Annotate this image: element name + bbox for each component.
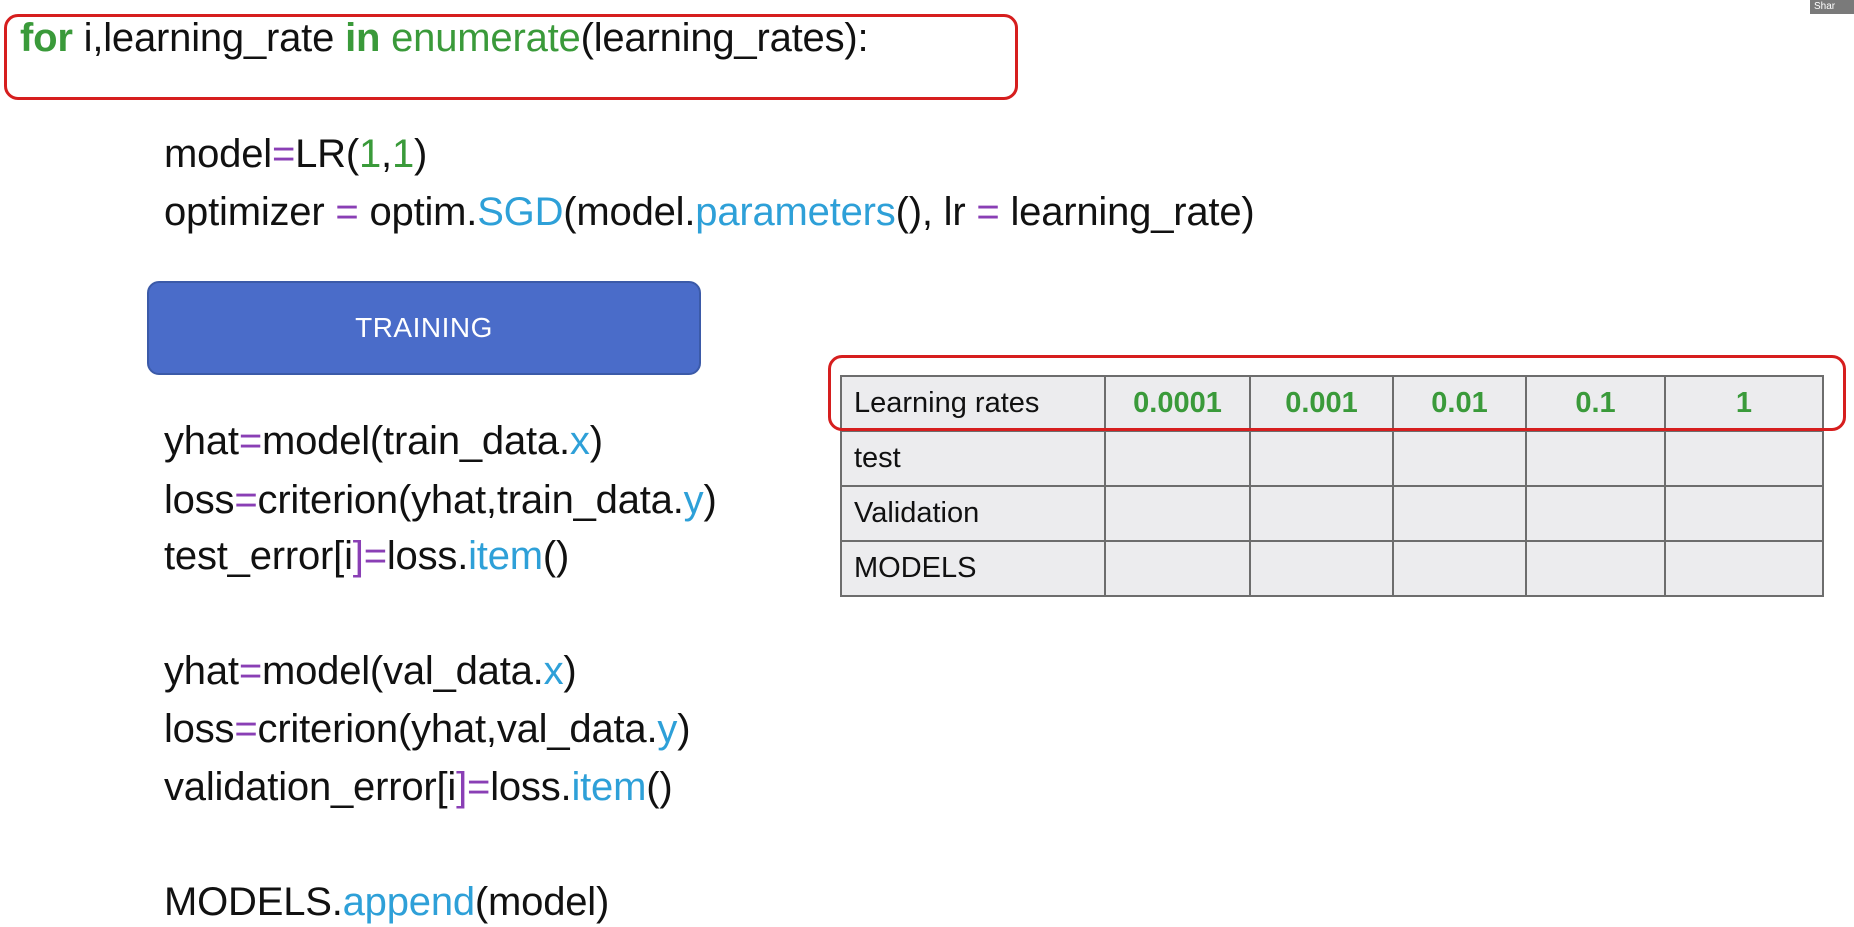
code-operator: =: [976, 190, 1000, 234]
code-line-val-loss: loss=criterion(yhat,val_data.y): [164, 705, 691, 753]
keyword-in: in: [345, 16, 381, 60]
code-operator: ]: [456, 765, 468, 809]
table-cell: [1392, 430, 1527, 487]
code-token: ): [414, 132, 428, 176]
training-label: TRAINING: [355, 312, 493, 343]
learning-rate-table: Learning rates 0.0001 0.001 0.01 0.1 1 t…: [840, 375, 1824, 597]
code-token: ): [703, 478, 717, 522]
code-token: (): [646, 765, 673, 809]
code-attribute: append: [342, 880, 475, 924]
table-cell: [1249, 485, 1394, 542]
code-token: loss: [164, 478, 235, 522]
code-line-train-yhat: yhat=model(train_data.x): [164, 417, 603, 465]
code-attribute: y: [683, 478, 704, 522]
code-number: 1: [358, 132, 382, 176]
code-token: loss: [164, 707, 235, 751]
function-enumerate: enumerate: [391, 16, 581, 60]
rate-cell: 0.1: [1525, 375, 1666, 432]
row-label: MODELS: [840, 540, 1106, 597]
code-token: yhat: [164, 649, 239, 693]
code-token: loss.: [490, 765, 572, 809]
share-label: Shar: [1814, 1, 1836, 12]
code-token: LR(: [295, 132, 359, 176]
table-row: Validation: [840, 485, 1824, 542]
code-operator: =: [363, 534, 387, 578]
code-token: ): [563, 649, 577, 693]
code-operator: =: [234, 478, 258, 522]
code-attribute: SGD: [477, 190, 564, 234]
code-token: model(train_data.: [261, 419, 570, 463]
table-cell: [1664, 485, 1824, 542]
table-cell: [1104, 430, 1251, 487]
code-operator: =: [335, 190, 359, 234]
table-cell: [1525, 485, 1666, 542]
row-label: test: [840, 430, 1106, 487]
code-token: optimizer: [164, 190, 336, 234]
code-line-model: model=LR(1,1): [164, 130, 427, 178]
code-token: model(val_data.: [261, 649, 544, 693]
code-token: (learning_rates):: [580, 16, 869, 60]
code-attribute: y: [657, 707, 678, 751]
code-operator: ]: [352, 534, 364, 578]
code-token: test_error[i: [164, 534, 353, 578]
training-block: TRAINING: [147, 281, 701, 375]
rate-cell: 0.01: [1392, 375, 1527, 432]
table-row: test: [840, 430, 1824, 487]
code-number: 1: [391, 132, 414, 176]
code-token: MODELS.: [164, 880, 343, 924]
code-token: yhat: [164, 419, 239, 463]
code-operator: =: [271, 132, 296, 176]
rates-row-highlight: [828, 355, 1846, 431]
table-cell: [1392, 540, 1527, 597]
code-token: criterion(yhat,train_data.: [257, 478, 684, 522]
table-cell: [1664, 540, 1824, 597]
code-attribute: parameters: [695, 190, 896, 234]
table-cell: [1525, 540, 1666, 597]
code-token: ,: [381, 132, 392, 176]
code-line-append: MODELS.append(model): [164, 878, 609, 926]
code-operator: =: [467, 765, 491, 809]
code-token: validation_error[i: [164, 765, 457, 809]
code-token: (model): [474, 880, 610, 924]
code-token: optim.: [358, 190, 478, 234]
code-line-train-loss: loss=criterion(yhat,train_data.y): [164, 476, 717, 524]
table-cell: [1249, 540, 1394, 597]
for-line-highlight: [4, 14, 1018, 100]
share-button[interactable]: Shar: [1810, 0, 1854, 14]
table-cell: [1104, 540, 1251, 597]
code-operator: =: [238, 419, 262, 463]
code-line-val-error: validation_error[i]=loss.item(): [164, 763, 673, 811]
code-token: i,learning_rate: [72, 16, 346, 60]
code-token: ): [677, 707, 691, 751]
code-line-test-error: test_error[i]=loss.item(): [164, 532, 569, 580]
code-line-for-loop: for i,learning_rate in enumerate(learnin…: [20, 14, 869, 62]
table-cell: [1249, 430, 1394, 487]
code-token: learning_rate): [999, 190, 1255, 234]
code-attribute: item: [571, 765, 647, 809]
code-attribute: x: [569, 419, 590, 463]
code-line-optimizer: optimizer = optim.SGD(model.parameters()…: [164, 188, 1255, 236]
code-token: criterion(yhat,val_data.: [257, 707, 658, 751]
rate-cell: 0.001: [1249, 375, 1394, 432]
code-operator: =: [234, 707, 258, 751]
code-token: ): [589, 419, 603, 463]
code-attribute: x: [543, 649, 564, 693]
code-token: model: [164, 132, 272, 176]
table-cell: [1104, 485, 1251, 542]
code-attribute: item: [468, 534, 543, 578]
code-token: (model.: [563, 190, 696, 234]
code-line-val-yhat: yhat=model(val_data.x): [164, 647, 577, 695]
code-token: (): [542, 534, 570, 578]
code-token: (), lr: [895, 190, 977, 234]
keyword-for: for: [20, 16, 73, 60]
table-cell: [1525, 430, 1666, 487]
code-token: [380, 16, 391, 60]
row-label: Validation: [840, 485, 1106, 542]
code-token: loss.: [386, 534, 469, 578]
table-cell: [1392, 485, 1527, 542]
table-row: MODELS: [840, 540, 1824, 597]
rate-cell: 1: [1664, 375, 1824, 432]
table-cell: [1664, 430, 1824, 487]
code-operator: =: [238, 649, 262, 693]
